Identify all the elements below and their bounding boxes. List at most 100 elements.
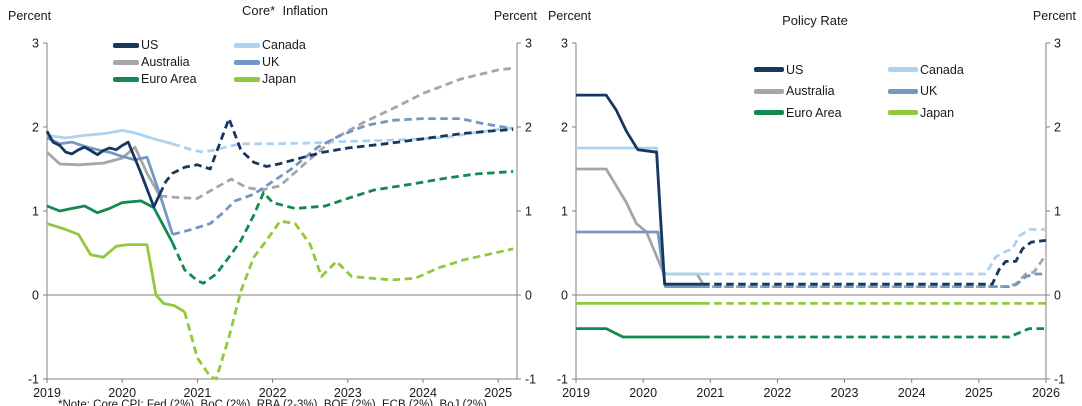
legend-item-us: US [113,37,234,54]
x-tick-label: 2024 [409,386,437,400]
y-tick-label-right: 2 [525,121,532,135]
y-tick-label-left: 0 [32,289,39,303]
y-tick-label-left: 2 [32,121,39,135]
legend-item-japan: Japan [234,71,306,88]
series-line-solid-australia [576,167,704,284]
y-tick-label-right: 3 [1054,37,1061,51]
chart-title-core-inflation: Core* Inflation [242,3,328,18]
legend-label-euro-area: Euro Area [141,72,197,87]
series-line-forecast-us [158,117,514,195]
series-line-forecast-japan [183,219,514,381]
legend-label-canada: Canada [920,62,964,77]
y-tick-label-right: -1 [525,373,536,387]
legend-swatch-euro-area [754,110,784,116]
legend-label-canada: Canada [262,38,306,53]
y-axis-unit-right-core-inflation: Percent [493,9,537,23]
series-line-solid-canada [46,128,173,146]
legend-label-us: US [786,62,804,77]
legend-label-uk: UK [262,55,280,70]
x-tick-label: 2021 [183,386,211,400]
y-tick-label-left: 1 [561,205,568,219]
series-line-solid-japan [46,222,186,313]
legend-item-euro-area: Euro Area [754,102,888,124]
legend-swatch-australia [113,60,139,65]
legend-label-australia: Australia [786,84,835,98]
y-tick-label-right: 3 [525,37,532,51]
x-tick-label: 2023 [831,386,859,400]
legend-swatch-japan [234,77,260,82]
legend-swatch-uk [234,60,260,65]
series-line-solid-uk [46,136,174,235]
series-line-solid-euro-area [46,199,174,244]
legend-item-uk: UK [888,81,964,103]
y-tick-label-right: 1 [1054,205,1061,219]
legend-label-us: US [141,38,159,53]
series-line-solid-us [576,93,703,286]
legend-swatch-canada [888,67,918,73]
series-line-solid-us [45,130,162,209]
legend-swatch-euro-area [113,77,139,82]
x-tick-label: 2024 [898,386,926,400]
y-tick-label-right: 0 [525,289,532,303]
y-tick-label-left: -1 [557,373,568,387]
x-tick-label: 2020 [108,386,136,400]
legend-item-us: US [754,59,888,81]
series-line-solid-uk [576,230,703,289]
legend-item-euro-area: Euro Area [113,71,234,88]
series-line-forecast-us [702,239,1047,286]
legend-item-australia: Australia [113,54,234,71]
series-line-solid-euro-area [576,327,703,339]
y-tick-label-right: 2 [1054,121,1061,135]
y-tick-label-left: 0 [561,289,568,303]
legend-policy-rate: US Australia Euro Area Canada UK Japan [754,59,964,124]
y-tick-label-left: 1 [32,205,39,219]
x-tick-label: 2019 [562,386,590,400]
series-line-forecast-uk [172,117,514,236]
legend-label-uk: UK [920,84,938,98]
legend-core-inflation: US Australia Euro Area Canada UK Japan [113,37,306,88]
legend-item-japan: Japan [888,102,964,124]
legend-swatch-canada [234,43,260,48]
y-axis-unit-left-core-inflation: Percent [8,9,52,23]
legend-item-uk: UK [234,54,306,71]
series-line-solid-australia [46,145,162,197]
legend-item-canada: Canada [234,37,306,54]
y-tick-label-right: -1 [1054,373,1065,387]
y-tick-label-right: 1 [525,205,532,219]
x-tick-label: 2022 [764,386,792,400]
y-tick-label-left: 3 [561,37,568,51]
legend-label-euro-area: Euro Area [786,105,842,120]
x-tick-label: 2019 [33,386,61,400]
legend-item-canada: Canada [888,59,964,81]
x-tick-label: 2021 [696,386,724,400]
series-line-forecast-euro-area [702,327,1046,339]
legend-swatch-us [754,67,784,73]
legend-label-australia: Australia [141,55,190,70]
x-tick-label: 2022 [259,386,287,400]
x-tick-label: 2025 [965,386,993,400]
y-axis-unit-left-policy-rate: Percent [548,9,592,23]
y-tick-label-left: 3 [32,37,39,51]
footnote-clipped: *Note: Core CPI; Fed (2%), BoC (2%), RBA… [58,399,487,406]
legend-swatch-japan [888,110,918,116]
legend-label-japan: Japan [920,105,955,120]
chart-title-policy-rate: Policy Rate [782,13,848,28]
y-tick-label-left: 2 [561,121,568,135]
series-line-solid-canada [576,146,703,276]
y-tick-label-left: -1 [28,373,39,387]
series-line-forecast-australia [159,66,514,200]
y-tick-label-right: 0 [1054,289,1061,303]
series-line-forecast-euro-area [171,170,514,285]
series-line-forecast-canada [702,228,1046,276]
y-axis-unit-right-policy-rate: Percent [1032,9,1076,23]
legend-swatch-australia [754,88,784,94]
series-line-forecast-uk [702,272,1046,289]
legend-swatch-us [113,43,139,48]
x-tick-label: 2026 [1032,386,1060,400]
x-tick-label: 2020 [629,386,657,400]
legend-label-japan: Japan [262,72,297,87]
x-tick-label: 2023 [334,386,362,400]
